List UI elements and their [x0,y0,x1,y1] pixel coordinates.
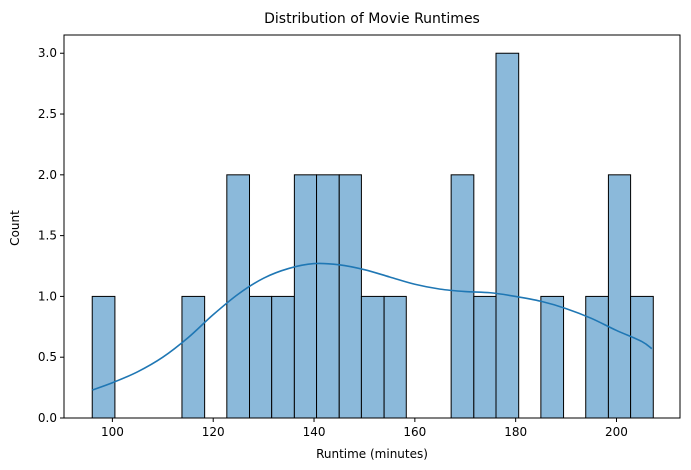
histogram-bar [271,295,295,419]
histogram-bar [607,174,632,419]
y-tick-label: 1.0 [38,289,57,303]
chart-title: Distribution of Movie Runtimes [264,11,480,27]
histogram-bar [91,295,116,419]
y-axis: 0.0 0.5 1.0 1.5 2.0 2.5 3.0 [38,46,64,425]
x-tick-label: 180 [504,425,527,439]
x-axis-label: Runtime (minutes) [316,447,428,461]
y-tick-label: 3.0 [38,46,57,60]
histogram-bar [495,52,520,419]
y-tick-label: 0.5 [38,350,57,364]
histogram-bar [249,295,273,419]
histogram-bar [360,295,385,419]
histogram-bar [585,295,609,419]
histogram-bar [473,295,497,419]
bars-group [91,52,654,419]
histogram-bar [450,174,475,419]
histogram-bar [316,174,340,419]
x-tick-label: 120 [202,425,225,439]
histogram-bar [540,295,565,419]
y-tick-label: 2.0 [38,168,57,182]
plot-frame [63,34,681,419]
histogram-bar [338,174,362,419]
kde-group [91,262,653,391]
x-tick-label: 200 [605,425,628,439]
y-axis-label: Count [8,210,22,246]
kde-line [91,262,653,391]
histogram-bar [181,295,206,419]
x-tick-label: 100 [101,425,124,439]
y-tick-label: 0.0 [38,411,57,425]
histogram-bar [630,295,654,419]
x-tick-label: 140 [303,425,326,439]
y-tick-label: 2.5 [38,107,57,121]
histogram-bar [226,174,251,419]
x-axis: 100 120 140 160 180 200 [101,418,628,439]
x-tick-label: 160 [403,425,426,439]
histogram-bar [383,295,407,419]
histogram-bar [293,174,318,419]
y-tick-label: 1.5 [38,229,57,243]
